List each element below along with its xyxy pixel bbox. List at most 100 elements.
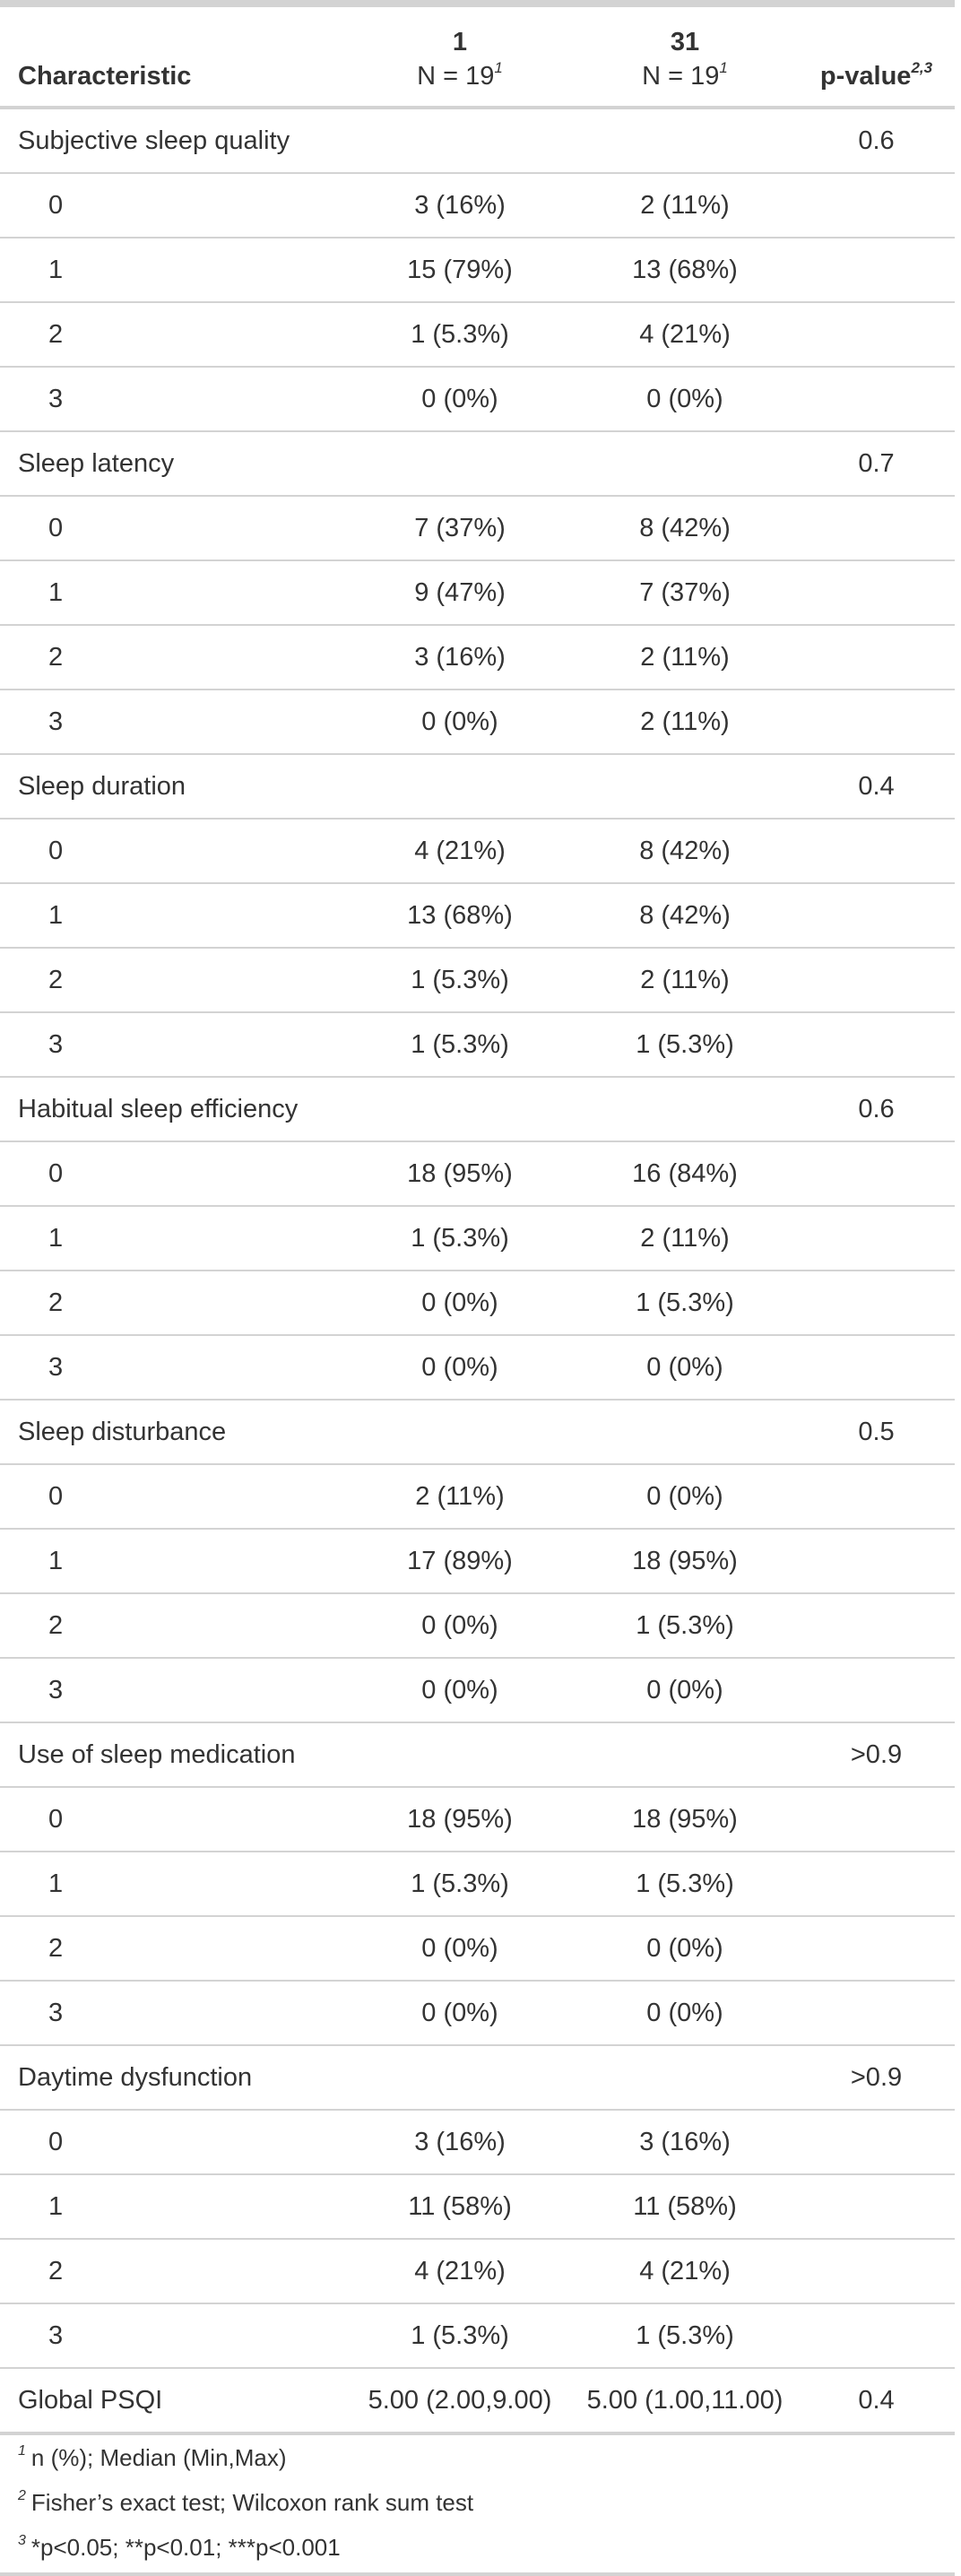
group-1-value: 1 (5.3%) <box>348 1011 572 1077</box>
level-row: 1 13 (68%) 8 (42%) <box>0 882 955 948</box>
group-1-value <box>348 1722 572 1787</box>
group-2-n-text: N = 19 <box>642 62 720 91</box>
p-value-cell: >0.9 <box>798 2044 955 2110</box>
group-2-value: 0 (0%) <box>572 1334 798 1400</box>
level-row: 1 11 (58%) 11 (58%) <box>0 2173 955 2239</box>
p-value-cell <box>798 2109 955 2174</box>
header-p-value: p-value2,3 <box>798 5 955 109</box>
variable-label: Sleep duration <box>0 753 348 819</box>
group-2-value: 0 (0%) <box>572 366 798 431</box>
variable-row: Global PSQI 5.00 (2.00,9.00) 5.00 (1.00,11… <box>0 2367 955 2435</box>
group-2-value: 4 (21%) <box>572 301 798 367</box>
footnote-mark: 2 <box>18 2487 26 2503</box>
group-2-value: 0 (0%) <box>572 1657 798 1722</box>
group-2-value: 16 (84%) <box>572 1141 798 1206</box>
p-value-cell <box>798 301 955 367</box>
level-label: 3 <box>0 1011 348 1077</box>
group-2-value <box>572 753 798 819</box>
p-value-cell: 0.7 <box>798 430 955 496</box>
group-2-value: 1 (5.3%) <box>572 1270 798 1335</box>
p-value-cell <box>798 1011 955 1077</box>
table-header: Characteristic 1 N = 191 31 N = 191 p-va… <box>0 0 955 109</box>
p-value-cell <box>798 1270 955 1335</box>
group-2-footnote-mark: 1 <box>719 59 728 76</box>
variable-label: Sleep latency <box>0 430 348 496</box>
p-value-cell <box>798 689 955 754</box>
p-value-cell <box>798 495 955 560</box>
group-2-n: N = 191 <box>579 59 791 93</box>
group-2-value: 8 (42%) <box>572 818 798 883</box>
variable-label: Daytime dysfunction <box>0 2044 348 2110</box>
variable-row: Use of sleep medication >0.9 <box>0 1722 955 1787</box>
group-2-name: 31 <box>670 28 700 56</box>
level-label: 0 <box>0 1141 348 1206</box>
header-characteristic: Characteristic <box>0 5 348 109</box>
group-2-value: 18 (95%) <box>572 1786 798 1852</box>
group-1-value: 0 (0%) <box>348 1657 572 1722</box>
group-2-value: 13 (68%) <box>572 237 798 302</box>
group-1-value <box>348 753 572 819</box>
footnote-row: 2 Fisher’s exact test; Wilcoxon rank sum … <box>0 2480 955 2525</box>
group-1-value: 11 (58%) <box>348 2173 572 2239</box>
group-2-value: 0 (0%) <box>572 1980 798 2045</box>
group-1-value <box>348 2044 572 2110</box>
variable-row: Habitual sleep efficiency 0.6 <box>0 1076 955 1141</box>
group-2-value: 3 (16%) <box>572 2109 798 2174</box>
group-1-value: 4 (21%) <box>348 2238 572 2303</box>
p-value-cell <box>798 882 955 948</box>
p-value-cell <box>798 624 955 690</box>
level-label: 2 <box>0 624 348 690</box>
level-label: 0 <box>0 495 348 560</box>
group-1-value <box>348 108 572 173</box>
variable-row: Daytime dysfunction >0.9 <box>0 2044 955 2110</box>
level-label: 2 <box>0 1915 348 1981</box>
variable-label: Sleep disturbance <box>0 1399 348 1464</box>
header-group-2: 31 N = 191 <box>572 5 798 109</box>
variable-label: Habitual sleep efficiency <box>0 1076 348 1141</box>
group-1-value: 3 (16%) <box>348 624 572 690</box>
p-value-cell: 0.6 <box>858 126 895 155</box>
p-value-cell <box>798 1205 955 1271</box>
group-1-value: 5.00 (2.00,9.00) <box>348 2367 572 2435</box>
variable-row: Sleep disturbance 0.5 <box>0 1399 955 1464</box>
p-value-footnote-mark: 2,3 <box>911 59 933 76</box>
group-1-value: 1 (5.3%) <box>348 301 572 367</box>
group-1-value: 1 (5.3%) <box>348 1851 572 1916</box>
footnote: 2 Fisher’s exact test; Wilcoxon rank sum … <box>0 2480 955 2525</box>
group-2-value: 1 (5.3%) <box>572 1011 798 1077</box>
group-1-value <box>348 1076 572 1141</box>
group-2-value: 0 (0%) <box>572 1463 798 1529</box>
level-label: 3 <box>0 1334 348 1400</box>
p-value-cell <box>798 1786 955 1852</box>
p-value-cell: 0.6 <box>798 1076 955 1141</box>
variable-label: Global PSQI <box>0 2367 348 2435</box>
level-label: 0 <box>0 172 348 238</box>
level-label: 1 <box>0 1851 348 1916</box>
p-value-cell: 0.4 <box>798 2367 955 2435</box>
group-1-value: 0 (0%) <box>348 1592 572 1658</box>
header-group-1: 1 N = 191 <box>348 5 572 109</box>
p-value-cell <box>798 1334 955 1400</box>
group-1-value: 1 (5.3%) <box>348 2303 572 2368</box>
footnote-text: Fisher’s exact test; Wilcoxon rank sum t… <box>30 2488 474 2516</box>
variable-row: Subjective sleep quality 0.6 <box>0 108 955 173</box>
p-value-cell <box>798 1141 955 1206</box>
level-row: 0 18 (95%) 18 (95%) <box>0 1786 955 1852</box>
p-value-label: p-value <box>819 62 912 91</box>
